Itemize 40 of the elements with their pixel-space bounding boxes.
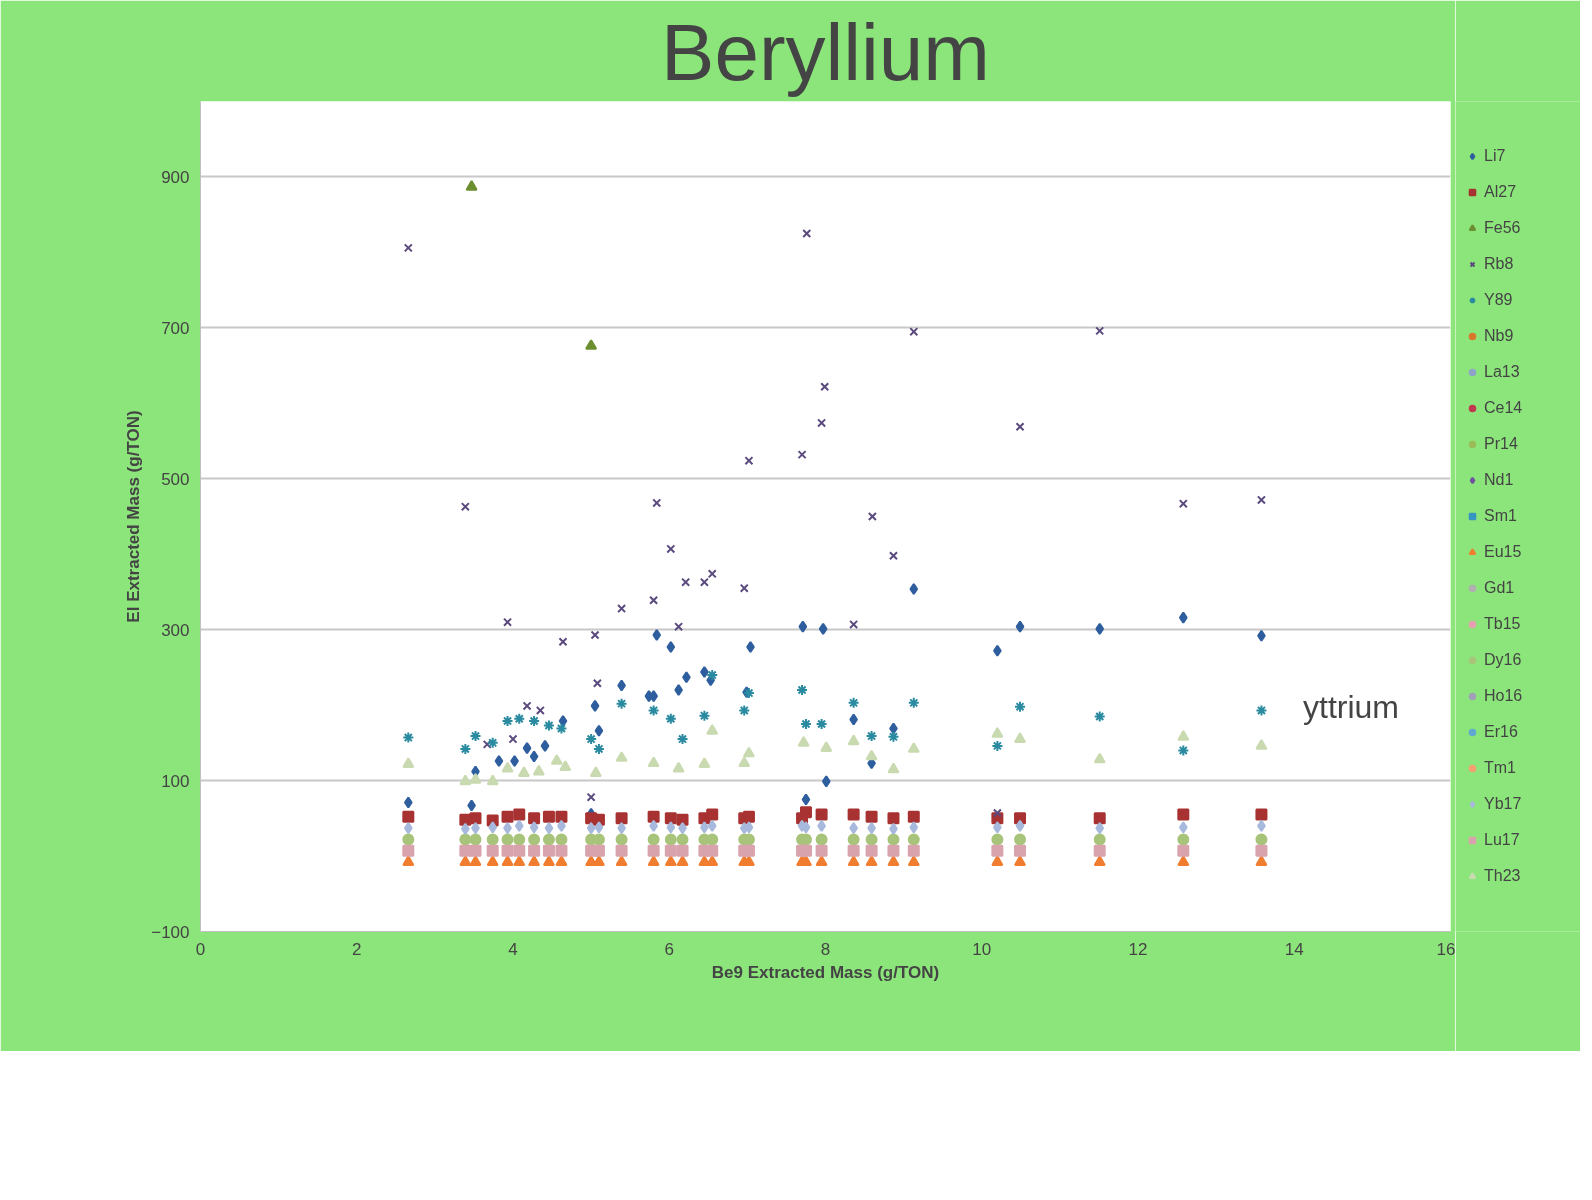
y-axis-title: El Extracted Mass (g/TON) bbox=[124, 410, 144, 623]
legend-label: Li7 bbox=[1484, 147, 1506, 165]
legend-label: La13 bbox=[1484, 363, 1520, 381]
x-tick-label: 10 bbox=[972, 939, 992, 959]
x-tick-label: 14 bbox=[1284, 939, 1304, 959]
y-tick-label: −100 bbox=[151, 922, 190, 942]
y-tick-label: 900 bbox=[161, 167, 190, 187]
legend-label: Dy16 bbox=[1484, 651, 1522, 669]
legend-label: Tb15 bbox=[1484, 615, 1521, 633]
x-tick-label: 0 bbox=[195, 939, 206, 959]
y-tick-label: 700 bbox=[161, 318, 190, 338]
x-tick-label: 2 bbox=[352, 939, 362, 959]
x-axis-title: Be9 Extracted Mass (g/TON) bbox=[711, 962, 940, 982]
legend-label: Ho16 bbox=[1484, 687, 1523, 705]
legend-label: Y89 bbox=[1484, 291, 1513, 309]
legend-label: Lu17 bbox=[1484, 831, 1520, 849]
legend-label: Rb8 bbox=[1484, 255, 1514, 273]
legend-label: Pr14 bbox=[1484, 435, 1518, 453]
legend-label: Th23 bbox=[1484, 867, 1521, 885]
y-tick-label: 100 bbox=[161, 771, 190, 791]
legend-label: Yb17 bbox=[1484, 795, 1522, 813]
x-tick-label: 12 bbox=[1128, 939, 1148, 959]
x-tick-label: 6 bbox=[664, 939, 674, 959]
legend-label: Tm1 bbox=[1484, 759, 1516, 777]
legend-label: Fe56 bbox=[1484, 219, 1521, 237]
legend-label: Sm1 bbox=[1484, 507, 1517, 525]
y-tick-label: 500 bbox=[161, 469, 190, 489]
legend-label: Ce14 bbox=[1484, 399, 1523, 417]
legend-label: Nb9 bbox=[1484, 327, 1514, 345]
legend-label: Al27 bbox=[1484, 183, 1517, 201]
annotation: yttrium bbox=[1303, 689, 1399, 726]
x-tick-label: 8 bbox=[820, 939, 831, 959]
legend-label: Nd1 bbox=[1484, 471, 1514, 489]
y-tick-label: 300 bbox=[161, 620, 190, 640]
legend-label: Eu15 bbox=[1484, 543, 1522, 561]
legend-label: Gd1 bbox=[1484, 579, 1515, 597]
chart-title: Beryllium bbox=[661, 7, 990, 97]
x-tick-label: 4 bbox=[508, 939, 518, 959]
x-tick-label: 16 bbox=[1436, 939, 1456, 959]
legend-label: Er16 bbox=[1484, 723, 1518, 741]
